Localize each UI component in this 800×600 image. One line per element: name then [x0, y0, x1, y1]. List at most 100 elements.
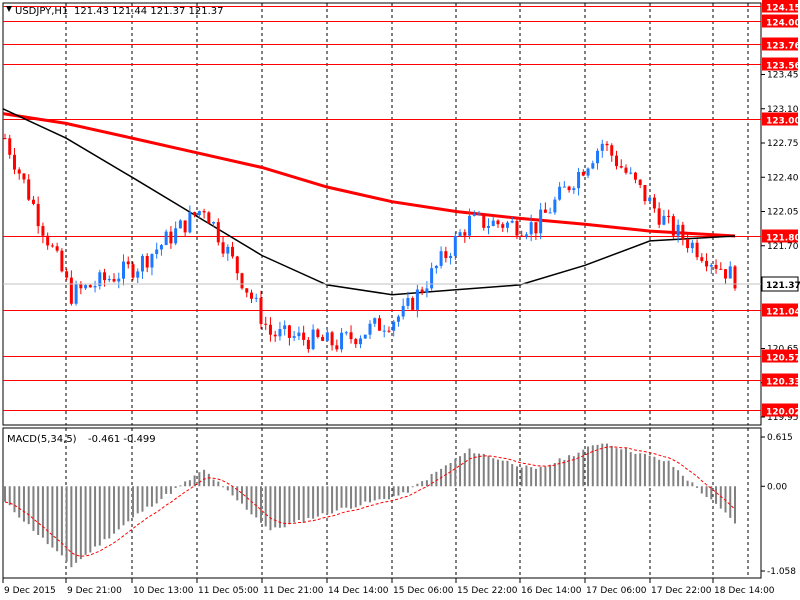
macd-bar — [155, 486, 158, 504]
macd-bar — [340, 486, 343, 508]
candle — [596, 148, 600, 170]
macd-bar — [582, 449, 585, 487]
candle — [212, 221, 216, 227]
candle — [321, 334, 325, 342]
macd-bar — [174, 486, 177, 488]
macd-bar — [378, 486, 381, 500]
time-label: 9 Dec 21:00 — [67, 586, 122, 596]
candle — [709, 263, 713, 274]
macd-bar — [662, 461, 665, 487]
macd-bar — [577, 452, 580, 487]
macd-bar — [89, 486, 92, 553]
dropdown-triangle-icon[interactable] — [6, 6, 12, 12]
level-tag: 123.56 — [762, 57, 800, 72]
level-tag: 123.00 — [762, 112, 800, 127]
candle — [93, 280, 97, 293]
candle — [231, 241, 235, 259]
macd-bar — [293, 486, 296, 523]
level-tag-label: 123.76 — [766, 42, 800, 52]
candle — [614, 150, 618, 170]
candle — [501, 222, 505, 232]
macd-bar — [653, 456, 656, 487]
macd-bar — [606, 443, 609, 487]
candle — [84, 284, 88, 291]
macd-bar — [402, 486, 405, 493]
macd-bar — [387, 486, 390, 500]
macd-bar — [383, 486, 386, 499]
macd-bar — [255, 486, 258, 518]
price-tick-label: 123.10 — [767, 105, 799, 115]
candle — [671, 213, 675, 239]
macd-bar — [37, 486, 40, 536]
macd-bar — [188, 480, 191, 487]
candle — [268, 317, 272, 342]
candle — [558, 182, 562, 201]
price-pane[interactable] — [2, 2, 762, 426]
macd-tick-label: 0.615 — [767, 433, 793, 443]
candle — [600, 139, 604, 158]
candle — [273, 330, 277, 342]
candle — [359, 335, 363, 349]
candle — [155, 242, 159, 259]
level-tag-label: 121.80 — [766, 234, 800, 244]
candle — [548, 207, 552, 214]
candle — [226, 244, 230, 261]
macd-bar — [373, 486, 376, 501]
candle — [60, 248, 64, 273]
macd-bar — [624, 447, 627, 487]
macd-bar — [4, 486, 6, 502]
macd-bar — [506, 460, 509, 487]
macd-bar — [150, 486, 153, 507]
macd-bar — [198, 472, 201, 487]
candle — [287, 324, 291, 346]
macd-bar — [84, 486, 87, 555]
macd-bar — [734, 486, 736, 524]
macd-bar — [46, 486, 49, 545]
macd-bar — [231, 486, 234, 496]
macd-axis[interactable]: 0.615 0.00 -1.058 — [761, 433, 796, 577]
time-label: 17 Dec 22:00 — [651, 586, 712, 596]
candle — [8, 134, 12, 159]
macd-bar — [345, 486, 348, 508]
macd-bar — [724, 486, 727, 513]
time-label: 9 Dec 2015 — [4, 586, 56, 596]
candle — [605, 141, 609, 152]
price-plot-area — [2, 2, 762, 426]
macd-bar — [496, 459, 499, 487]
macd-bar — [203, 469, 206, 487]
macd-bar — [473, 453, 476, 487]
candle — [240, 272, 244, 290]
macd-bar — [51, 486, 54, 548]
time-label: 18 Dec 14:00 — [714, 586, 775, 596]
candle — [392, 319, 396, 337]
macd-bar — [212, 479, 215, 487]
candle — [591, 160, 595, 170]
candle — [292, 331, 296, 341]
candle — [17, 167, 21, 180]
candle — [46, 232, 50, 250]
macd-bar — [27, 486, 30, 525]
candle — [387, 326, 391, 333]
time-axis[interactable]: 9 Dec 2015 9 Dec 21:00 10 Dec 13:00 11 Dec … — [2, 578, 775, 596]
candle — [434, 264, 438, 274]
macd-bar — [430, 473, 433, 487]
candle — [55, 242, 59, 253]
candle — [197, 210, 201, 218]
macd-bar — [288, 486, 291, 524]
candle — [638, 179, 642, 189]
macd-bar — [677, 470, 680, 487]
candle — [188, 205, 192, 234]
macd-values: -0.461 -0.499 — [88, 434, 156, 445]
symbol-label: USDJPY,H1 — [15, 6, 68, 17]
candle — [207, 211, 211, 224]
candle — [667, 209, 671, 224]
macd-bar — [307, 486, 310, 518]
macd-bar — [672, 466, 675, 487]
candle — [676, 219, 680, 243]
macd-bar — [568, 455, 571, 487]
macd-bar — [70, 486, 73, 568]
candle — [368, 320, 372, 340]
macd-bar — [316, 486, 319, 517]
macd-pane[interactable]: MACD(5,34,5) -0.461 -0.499 — [2, 427, 762, 579]
